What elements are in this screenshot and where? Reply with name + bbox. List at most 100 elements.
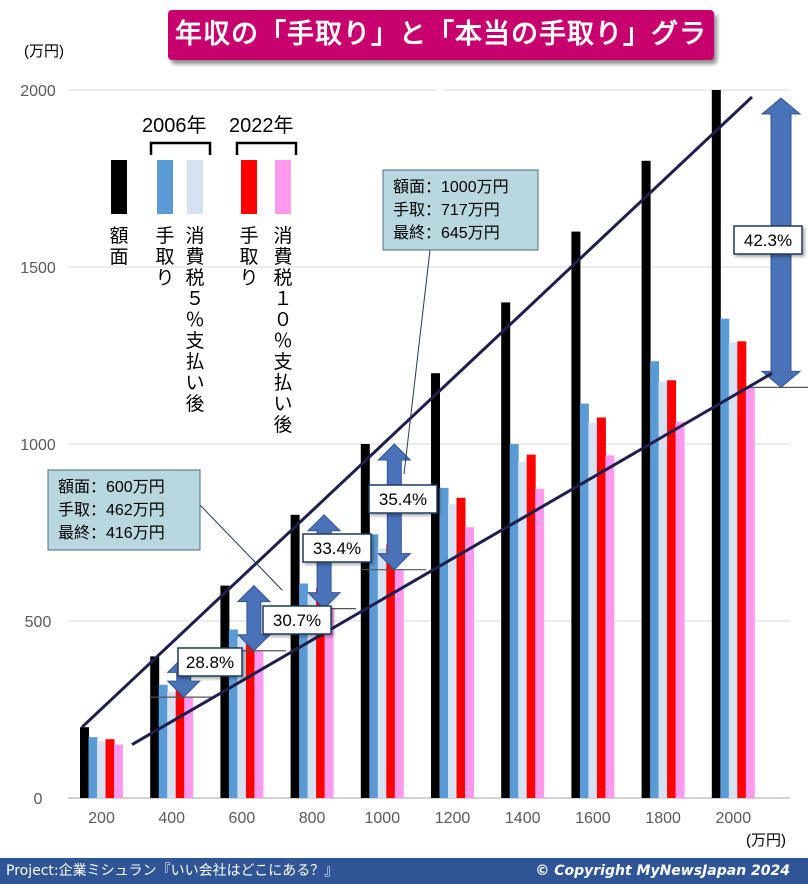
y-tick-label: 500 xyxy=(25,614,52,631)
bar xyxy=(526,454,536,798)
y-tick-label: 1000 xyxy=(20,437,56,454)
percent-label-text: 30.7% xyxy=(273,611,321,630)
percent-label-box xyxy=(368,484,438,514)
bar xyxy=(728,342,738,798)
bar xyxy=(377,548,387,798)
bar xyxy=(184,697,194,798)
bar xyxy=(439,487,449,798)
percent-label-text: 42.3% xyxy=(744,231,792,250)
bar xyxy=(105,739,115,798)
legend-swatch xyxy=(275,160,291,214)
y-tick-label: 0 xyxy=(34,791,43,808)
bar xyxy=(167,691,177,798)
chart-canvas: 0 500 1000 1500 2000 200 400 600 800 1000 1200 140… xyxy=(20,43,808,849)
bar xyxy=(737,341,747,798)
bar xyxy=(245,634,255,798)
bar xyxy=(150,656,160,798)
x-tick-label: 1800 xyxy=(645,810,681,827)
legend-year-2006: 2006年 xyxy=(142,114,207,137)
legend-label: 額面 xyxy=(109,225,128,268)
callout-line: 額面：1000万円 xyxy=(393,178,509,196)
y-tick-label: 2000 xyxy=(20,83,56,100)
legend-swatch xyxy=(157,160,173,214)
bar xyxy=(114,744,123,798)
callout-box xyxy=(47,469,201,551)
bar xyxy=(465,527,474,798)
percent-label-box xyxy=(302,533,372,563)
footer-copyright: © Copyright MyNewsJapan 2024 xyxy=(535,863,790,879)
percent-label-text: 28.8% xyxy=(186,653,234,672)
bar xyxy=(394,569,404,798)
chart-title: 年収の「手取り」と「本当の手取り」グラフ xyxy=(168,10,714,100)
callout-box xyxy=(382,169,539,251)
bar xyxy=(316,587,326,798)
bar xyxy=(228,629,238,798)
bar xyxy=(290,514,300,798)
percent-label: 28.8% xyxy=(177,647,243,677)
bar xyxy=(711,90,721,798)
bar xyxy=(535,488,545,798)
x-tick-label: 600 xyxy=(229,810,256,827)
final-trend-line xyxy=(131,372,773,746)
bar-series xyxy=(80,90,755,799)
y-axis-ticks: 0 500 1000 1500 2000 xyxy=(20,83,56,808)
x-tick-label: 1000 xyxy=(365,810,401,827)
legend-label: 手取り xyxy=(239,225,258,289)
bar xyxy=(307,594,317,798)
bar xyxy=(360,444,370,798)
bar xyxy=(175,686,185,798)
percent-label-text: 33.4% xyxy=(313,539,361,558)
bar xyxy=(456,497,466,798)
x-tick-label: 2000 xyxy=(716,810,752,827)
x-tick-label: 1600 xyxy=(575,810,611,827)
bar xyxy=(605,455,615,798)
callout-leader xyxy=(403,249,431,475)
bar xyxy=(88,737,98,798)
legend-label: 消費税５％支払い後 xyxy=(185,225,204,415)
legend-swatch xyxy=(111,160,127,214)
percent-label-box xyxy=(733,225,803,255)
legend-label: 手取り xyxy=(155,225,174,289)
bar xyxy=(720,318,730,798)
percent-label: 35.4% xyxy=(368,484,438,514)
legend-bracket-2006 xyxy=(149,141,212,155)
footer-project: Project:企業ミシュラン『いい会社はどこにある？』 xyxy=(6,863,339,879)
bar xyxy=(579,403,589,798)
percent-label-box xyxy=(262,605,332,635)
legend-label: 消費税１０％支払い後 xyxy=(273,225,292,436)
bar xyxy=(324,608,334,798)
bar xyxy=(80,727,89,798)
footer-bar: Project:企業ミシュラン『いい会社はどこにある？』 © Copyright… xyxy=(0,858,808,884)
x-tick-label: 400 xyxy=(158,810,185,827)
bar xyxy=(745,387,755,798)
percent-label: 30.7% xyxy=(262,605,332,635)
x-axis-unit: (万円) xyxy=(746,832,786,849)
x-tick-label: 1200 xyxy=(435,810,471,827)
bar xyxy=(518,461,528,798)
bar xyxy=(571,231,581,799)
callouts: 額面：600万円手取：462万円最終：416万円額面：1000万円手取：717万… xyxy=(47,169,539,591)
bar xyxy=(431,373,440,798)
bar xyxy=(675,421,685,798)
legend-swatch xyxy=(187,160,203,214)
bar xyxy=(299,583,309,798)
percent-label: 42.3% xyxy=(733,225,803,255)
bar xyxy=(658,381,668,798)
bar xyxy=(641,160,651,799)
x-axis-ticks: 200 400 600 800 1000 1200 1400 1600 1800 2000 xyxy=(88,810,751,827)
bar xyxy=(650,361,660,798)
bar xyxy=(667,380,677,798)
x-tick-label: 200 xyxy=(88,810,115,827)
legend-year-2022: 2022年 xyxy=(229,114,294,137)
trend-lines xyxy=(80,95,773,746)
y-axis-unit: (万円) xyxy=(24,43,64,60)
bar xyxy=(448,504,457,798)
bar xyxy=(501,302,511,798)
x-tick-label: 1400 xyxy=(505,810,541,827)
bar xyxy=(509,444,519,798)
percent-label-text: 35.4% xyxy=(379,490,427,509)
bar xyxy=(254,650,264,798)
gross-trend-line xyxy=(80,95,754,729)
